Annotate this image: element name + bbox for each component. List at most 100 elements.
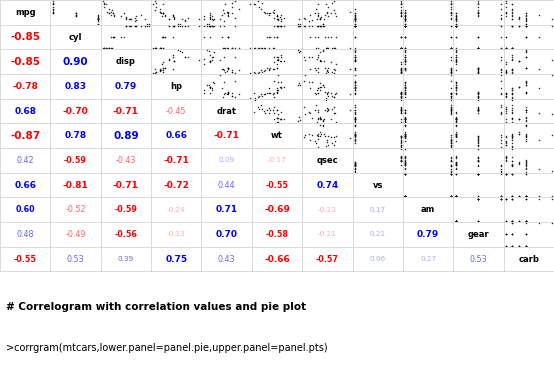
Point: [350, 163, 359, 169]
Point: [317, 58, 326, 64]
Point: [401, 193, 409, 199]
Point: [350, 104, 359, 110]
Point: [272, 54, 281, 60]
Point: [264, 45, 273, 51]
Point: [508, 171, 517, 177]
Point: [508, 23, 517, 29]
Point: [314, 136, 322, 142]
Point: [521, 218, 530, 224]
Point: [350, 83, 359, 89]
Point: [396, 69, 405, 75]
Point: [508, 90, 517, 96]
Point: [245, 70, 254, 76]
Point: [521, 34, 530, 40]
Point: [401, 117, 409, 123]
Point: [170, 58, 178, 64]
Point: [521, 138, 530, 144]
Point: [314, 85, 323, 91]
Point: [253, 45, 262, 51]
Point: [521, 90, 530, 96]
Point: [311, 107, 320, 113]
Point: [474, 136, 483, 142]
Point: [447, 171, 455, 177]
Point: [447, 107, 455, 113]
Point: [396, 90, 405, 97]
Point: [515, 243, 524, 249]
Point: [401, 154, 409, 160]
Point: [447, 143, 455, 149]
Point: [451, 159, 460, 166]
Point: [474, 171, 483, 177]
Point: [451, 91, 460, 97]
Point: [451, 48, 460, 54]
Point: [169, 12, 178, 18]
Point: [521, 133, 530, 139]
Point: [317, 23, 326, 29]
Point: [307, 23, 316, 29]
Point: [350, 58, 359, 64]
Point: [206, 84, 215, 90]
Point: [316, 23, 325, 29]
Point: [497, 72, 506, 78]
Point: [501, 10, 510, 16]
Point: [350, 65, 359, 71]
Point: [315, 87, 324, 93]
Point: [474, 70, 483, 76]
Point: [521, 243, 530, 249]
Point: [224, 45, 233, 51]
Point: [451, 23, 460, 29]
Point: [447, 72, 455, 78]
Point: [521, 107, 530, 113]
Point: [497, 110, 506, 116]
Point: [521, 193, 530, 199]
Point: [451, 218, 460, 224]
Point: [515, 58, 524, 64]
Point: [280, 116, 289, 122]
Point: [350, 87, 359, 93]
Point: [120, 34, 129, 40]
Point: [224, 89, 233, 95]
Point: [508, 218, 517, 224]
Point: [350, 166, 359, 172]
Point: [501, 34, 510, 40]
Point: [521, 193, 530, 199]
Point: [447, 90, 455, 96]
Point: [451, 218, 460, 224]
Point: [327, 140, 336, 146]
Point: [401, 85, 409, 91]
Point: [280, 23, 289, 29]
Point: [199, 34, 208, 40]
Point: [401, 23, 409, 29]
Point: [401, 134, 409, 140]
Point: [330, 91, 339, 97]
Point: [396, 70, 405, 76]
Point: [269, 94, 278, 100]
Point: [165, 16, 173, 22]
Point: [277, 109, 286, 115]
Point: [327, 106, 336, 112]
Point: [401, 193, 409, 199]
Point: [99, 45, 108, 51]
Point: [508, 10, 517, 16]
Point: [497, 196, 506, 202]
Point: [521, 133, 530, 139]
Point: [401, 193, 409, 199]
Point: [501, 13, 510, 19]
Point: [350, 135, 359, 141]
Point: [269, 23, 278, 29]
Point: [272, 115, 281, 121]
Point: [396, 70, 405, 76]
Point: [401, 89, 409, 95]
Point: [48, 10, 57, 16]
Point: [521, 135, 530, 141]
Point: [447, 106, 455, 112]
Point: [401, 132, 409, 138]
Point: [497, 104, 506, 110]
Point: [401, 66, 409, 72]
Point: [451, 48, 460, 54]
Point: [401, 171, 409, 177]
Point: [474, 196, 483, 202]
Point: [447, 193, 455, 199]
Point: [169, 66, 178, 72]
Point: [169, 12, 178, 18]
